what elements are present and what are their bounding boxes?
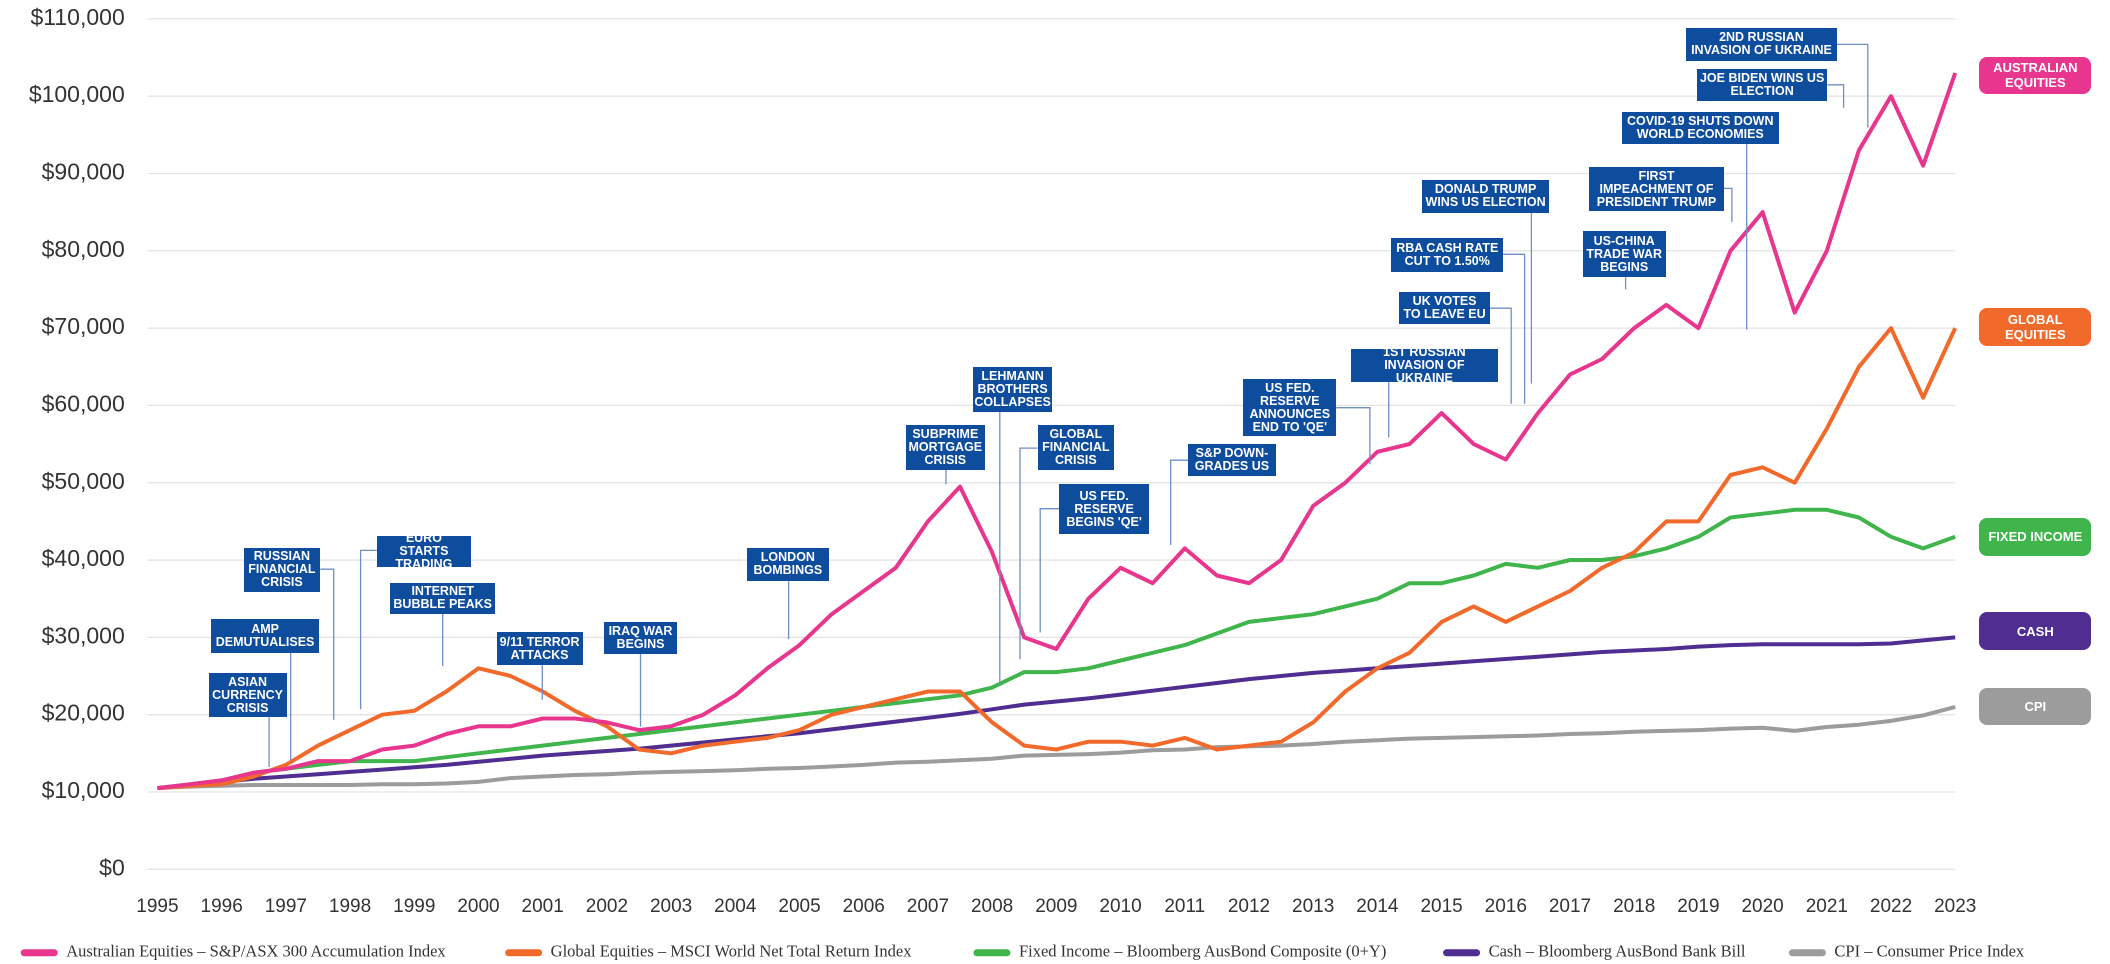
series-end-label: Global Equities [1979, 308, 2092, 346]
x-tick-label: 2011 [1164, 896, 1205, 917]
y-tick-label: $20,000 [42, 700, 125, 726]
legend-label: CPI – Consumer Price Index [1834, 942, 2024, 961]
series-line [157, 326, 1958, 791]
series-end-label: CPI [1979, 687, 2092, 726]
x-tick-label: 2004 [714, 896, 757, 917]
legend-label: Cash – Bloomberg AusBond Bank Bill [1489, 942, 1746, 961]
x-tick-label: 2001 [522, 896, 564, 917]
x-tick-label: 2006 [843, 896, 885, 917]
x-tick-label: 1998 [329, 896, 371, 917]
y-tick-label: $70,000 [42, 313, 125, 339]
x-tick-label: 2012 [1228, 896, 1270, 917]
annotation: RBA cash rate cut to 1.50% [1391, 238, 1504, 272]
annotation: Lehmann brothers collapses [972, 367, 1053, 412]
x-tick-label: 2019 [1677, 896, 1719, 917]
x-tick-label: 2002 [586, 896, 628, 917]
annotation-leader [1170, 459, 1189, 545]
annotation: London bombings [746, 547, 829, 582]
annotation-leader [1336, 407, 1371, 465]
annotation-leader [1827, 84, 1845, 108]
annotation: Euro starts trading [376, 531, 471, 570]
x-tick-label: 2013 [1292, 896, 1334, 917]
series-end-label: Australian Equities [1979, 56, 2092, 95]
x-tick-label: 2010 [1099, 896, 1141, 917]
annotation: Asian currency crisis [208, 672, 287, 718]
x-tick-label: 1997 [265, 896, 307, 917]
annotation: Russian financial crisis [243, 547, 321, 593]
x-tick-label: 2022 [1870, 896, 1912, 917]
series-line [157, 635, 1956, 791]
annotation: 1st Russian invasion of Ukraine [1351, 345, 1498, 384]
annotation: US Fed. reserve begins 'QE' [1059, 484, 1150, 535]
series-line [157, 72, 1958, 791]
annotation: 9/11 terror attacks [496, 632, 583, 665]
x-tick-label: 2018 [1613, 896, 1655, 917]
annotation: AMP demutualises [211, 619, 319, 653]
x-tick-label: 1995 [136, 896, 178, 917]
annotation: Iraq war begins [604, 621, 677, 654]
y-tick-label: $60,000 [42, 390, 125, 416]
y-tick-label: $100,000 [29, 81, 125, 107]
annotation: COVID-19 shuts down world economies [1621, 111, 1779, 144]
x-tick-label: 2020 [1741, 896, 1783, 917]
x-tick-label: 2008 [971, 896, 1013, 917]
annotation: First impeachment of President Trump [1589, 166, 1724, 212]
y-tick-label: $0 [99, 854, 125, 880]
y-tick-label: $40,000 [42, 545, 125, 571]
x-tick-label: 2015 [1420, 896, 1462, 917]
y-tick-label: $50,000 [42, 468, 125, 494]
x-tick-label: 1996 [201, 896, 243, 917]
annotation-leader [1723, 187, 1733, 222]
annotation-leader [359, 549, 377, 710]
x-tick-label: 2017 [1549, 896, 1591, 917]
x-tick-label: 2021 [1806, 896, 1848, 917]
legend-label: Australian Equities – S&P/ASX 300 Accumu… [66, 942, 446, 961]
x-tick-label: 2009 [1035, 896, 1077, 917]
x-tick-label: 2014 [1356, 896, 1399, 917]
legend-label: Fixed Income – Bloomberg AusBond Composi… [1019, 942, 1386, 961]
annotation: Global financial crisis [1037, 425, 1115, 470]
x-tick-label: 2023 [1934, 896, 1976, 917]
annotation: Donald Trump wins US election [1422, 180, 1549, 213]
y-tick-label: $110,000 [31, 4, 125, 30]
annotation: S&P down-grades US [1188, 444, 1276, 477]
annotation-leader [1836, 43, 1869, 128]
y-tick-label: $80,000 [42, 236, 125, 262]
y-tick-label: $90,000 [42, 159, 125, 185]
annotation-leader [1019, 447, 1038, 660]
annotation-leader [1489, 307, 1512, 404]
annotation: US-China trade war begins [1582, 231, 1666, 278]
x-tick-label: 2005 [778, 896, 820, 917]
annotation-leader [320, 568, 335, 720]
annotation-leader [1503, 253, 1526, 404]
x-tick-label: 2016 [1485, 896, 1527, 917]
annotation: Joe Biden wins US election [1696, 68, 1828, 101]
annotation: US Fed. reserve announces end to 'QE' [1243, 379, 1337, 436]
annotation-leader [1039, 508, 1059, 633]
x-tick-label: 2007 [907, 896, 949, 917]
series-end-label: Fixed Income [1979, 518, 2092, 556]
series-end-label: Cash [1979, 612, 2092, 650]
x-tick-label: 2003 [650, 896, 692, 917]
series-line [157, 507, 1956, 791]
y-tick-label: $10,000 [42, 777, 125, 803]
x-tick-label: 1999 [393, 896, 435, 917]
series-line [157, 704, 1956, 791]
legend-label: Global Equities – MSCI World Net Total R… [551, 942, 913, 961]
annotation: Subprime mortgage crisis [905, 425, 986, 470]
annotation: UK votes to leave EU [1399, 292, 1490, 325]
annotation: Internet bubble peaks [390, 582, 496, 614]
x-tick-label: 2000 [457, 896, 499, 917]
annotation: 2nd Russian invasion of Ukraine [1686, 28, 1837, 61]
y-tick-label: $30,000 [42, 622, 125, 648]
